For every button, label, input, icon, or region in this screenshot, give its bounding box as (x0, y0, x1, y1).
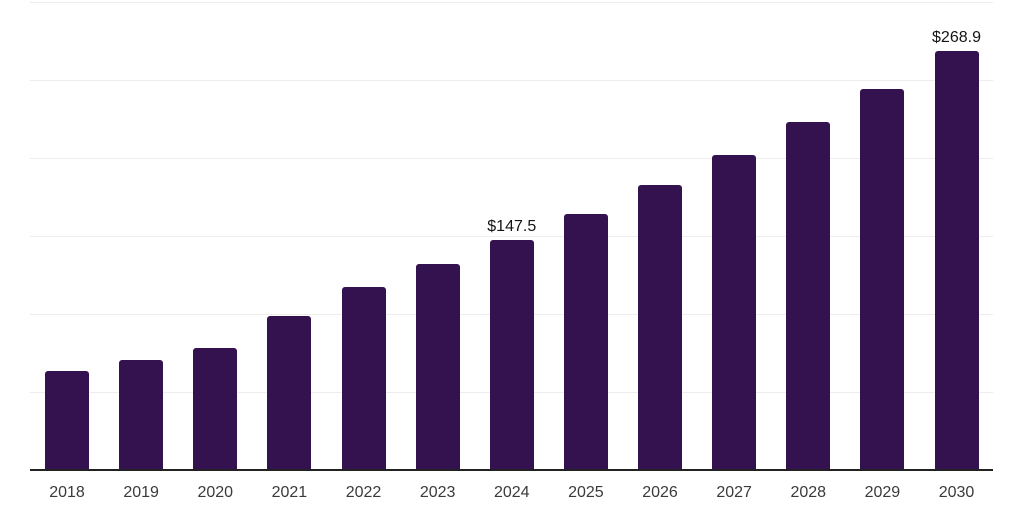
gridline (30, 80, 993, 81)
x-tick-label-2029: 2029 (864, 484, 901, 501)
value-label-2024: $147.5 (487, 217, 537, 235)
bar-2029 (860, 88, 905, 470)
x-axis-line (30, 469, 993, 471)
bar-2027 (712, 155, 757, 470)
bar-2023 (415, 263, 460, 470)
x-tick-label-2022: 2022 (345, 484, 382, 501)
x-tick-label-2026: 2026 (642, 484, 678, 501)
bar-2028 (786, 122, 831, 470)
x-tick-label-2018: 2018 (49, 484, 85, 501)
gridline (30, 2, 993, 3)
x-tick-label-2019: 2019 (123, 484, 159, 501)
x-tick-label-2023: 2023 (419, 484, 456, 501)
value-label-2030: $268.9 (932, 28, 981, 46)
bar-2030 (934, 50, 979, 470)
bar-2022 (341, 286, 386, 470)
bar-2020 (193, 347, 238, 470)
x-tick-label-2020: 2020 (197, 484, 234, 501)
bar-2021 (267, 315, 312, 470)
x-tick-label-2028: 2028 (790, 484, 827, 501)
bar-2025 (563, 214, 608, 470)
bar-2024 (489, 239, 534, 470)
gridline (30, 236, 993, 237)
x-tick-label-2030: 2030 (938, 484, 975, 501)
x-tick-label-2027: 2027 (716, 484, 752, 501)
x-tick-label-2025: 2025 (568, 484, 604, 501)
gridline (30, 158, 993, 159)
bar-2026 (638, 185, 682, 470)
bar-2018 (45, 371, 89, 470)
bar-2019 (119, 360, 164, 470)
x-tick-label-2021: 2021 (271, 484, 308, 501)
x-tick-label-2024: 2024 (493, 484, 530, 501)
